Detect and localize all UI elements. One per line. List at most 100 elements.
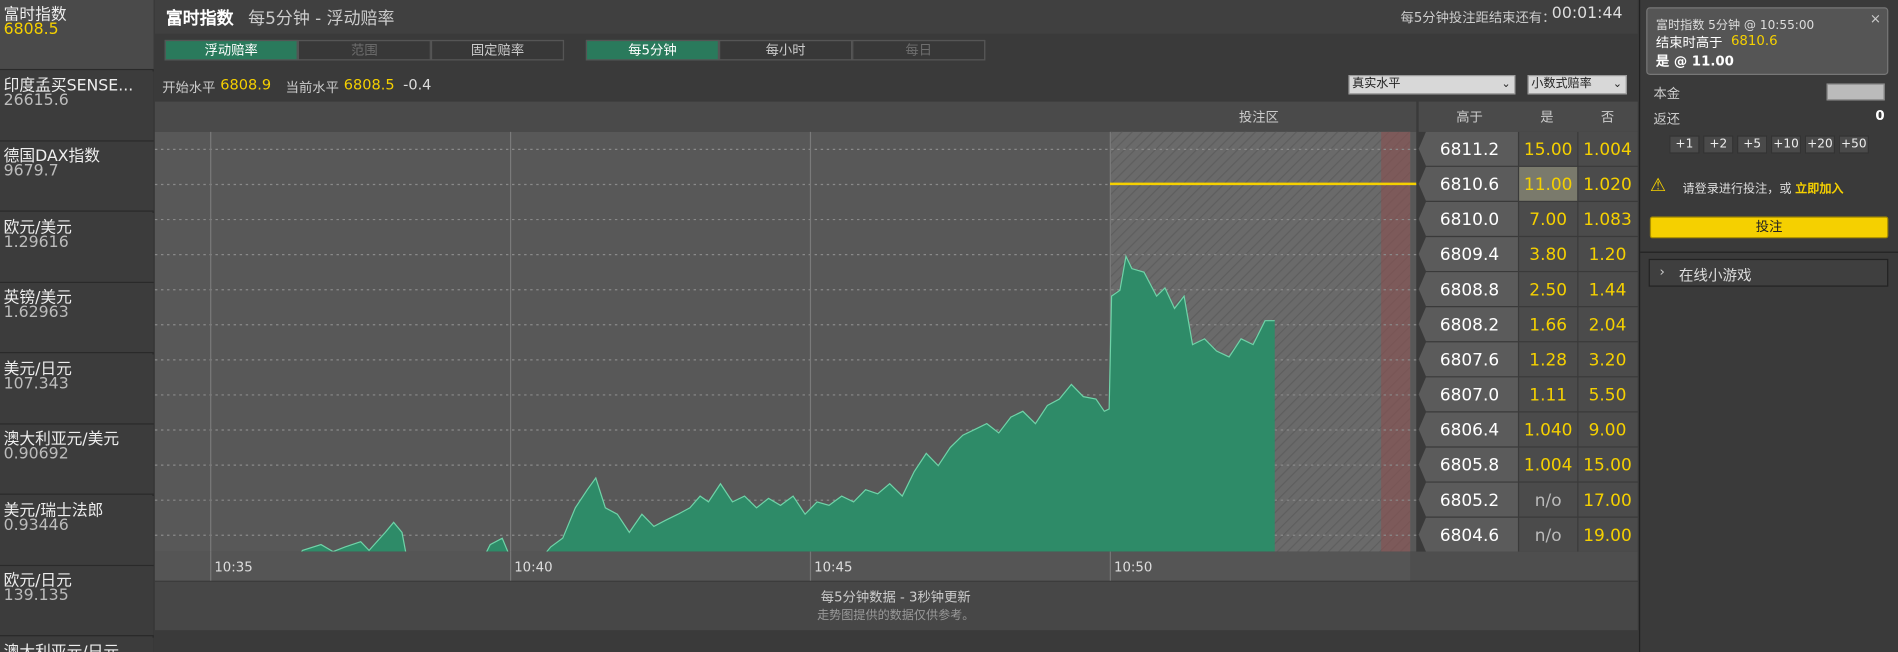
level: 6810.0 — [1440, 209, 1499, 229]
no-odds: 1.083 — [1583, 209, 1632, 229]
sidebar-item[interactable]: 澳大利亚元/日元 — [0, 636, 154, 652]
bet-slip: 富时指数 5分钟 @ 10:55:00 × 结束时高于 6810.6 是 @ 11.00 — [1646, 7, 1889, 75]
yes-cell[interactable] — [1519, 272, 1578, 307]
stake-button[interactable]: +2 — [1703, 135, 1734, 154]
tab[interactable]: 每小时 — [719, 39, 853, 61]
stake-label: 本金 — [1653, 85, 1681, 102]
yes-cell[interactable] — [1519, 131, 1578, 166]
no-cell[interactable] — [1578, 166, 1638, 201]
no-cell[interactable] — [1578, 202, 1638, 236]
return-value: 0 — [1875, 107, 1885, 124]
item-value: 6808.5 — [3, 20, 59, 39]
sidebar-item[interactable]: 澳大利亚元/美元 0.90692 — [0, 424, 154, 495]
stake-button[interactable]: +5 — [1737, 135, 1768, 154]
tab: 范围 — [297, 39, 431, 61]
no-odds: 1.44 — [1589, 279, 1627, 299]
games-arrow: › — [1659, 263, 1665, 280]
place-bet[interactable]: 投注 — [1649, 216, 1889, 239]
no-odds: 19.00 — [1583, 525, 1632, 545]
item-value: 139.135 — [3, 586, 69, 605]
no-cell[interactable] — [1578, 272, 1638, 307]
level: 6811.2 — [1440, 139, 1499, 159]
countdown-label: 每5分钟投注距结束还有： — [1400, 9, 1556, 26]
start-label: 开始水平 — [162, 79, 216, 96]
yes-odds: 15.00 — [1524, 139, 1573, 159]
slip-selection: 是 @ 11.00 — [1655, 53, 1734, 69]
subtitle: 每5分钟 - 浮动赔率 — [248, 9, 395, 30]
no-odds: 17.00 — [1583, 490, 1632, 510]
yes-cell[interactable] — [1519, 237, 1578, 271]
item-value: 9679.7 — [3, 162, 59, 181]
x-tick-label: 10:35 — [214, 560, 252, 575]
yes-odds: 11.00 — [1524, 174, 1573, 194]
no-odds: 1.004 — [1583, 139, 1632, 159]
level: 6805.2 — [1440, 490, 1499, 510]
yes-cell[interactable] — [1519, 412, 1578, 447]
tab[interactable]: 固定赔率 — [430, 39, 565, 61]
level-cell — [1418, 377, 1518, 412]
games-label: 在线小游戏 — [1678, 267, 1752, 285]
no-odds: 1.20 — [1589, 244, 1627, 264]
stake-button[interactable]: +50 — [1838, 135, 1869, 154]
sidebar-item[interactable]: 德国DAX指数 9679.7 — [0, 141, 154, 212]
yes-cell[interactable] — [1519, 202, 1578, 236]
header-bar — [154, 0, 1638, 34]
item-name: 美元/瑞士法郎 — [3, 501, 104, 520]
no-odds: 5.50 — [1589, 385, 1627, 405]
level-cell — [1418, 237, 1518, 271]
yes-cell[interactable] — [1519, 307, 1578, 342]
sidebar-item[interactable]: 富时指数 6808.5 — [0, 0, 154, 71]
stake-input[interactable] — [1826, 83, 1885, 101]
level-cell — [1418, 342, 1518, 377]
sidebar-item[interactable]: 美元/瑞士法郎 0.93446 — [0, 495, 154, 566]
warning-icon: ⚠ — [1649, 174, 1667, 196]
no-cell[interactable] — [1578, 447, 1638, 482]
current-value: 6808.5 — [343, 76, 395, 94]
stake-button[interactable]: +1 — [1669, 135, 1700, 154]
item-name: 富时指数 — [3, 6, 67, 25]
yes-odds: 7.00 — [1529, 209, 1567, 229]
stake-button[interactable]: +10 — [1770, 135, 1802, 154]
no-cell[interactable] — [1578, 377, 1638, 412]
current-label: 当前水平 — [285, 79, 339, 96]
no-cell[interactable] — [1578, 517, 1638, 552]
stake-button[interactable]: +20 — [1804, 135, 1836, 154]
no-odds: 2.04 — [1589, 314, 1627, 334]
select[interactable]: 小数式赔率 ⌄ — [1527, 74, 1627, 95]
games-box[interactable]: › 在线小游戏 — [1648, 258, 1889, 287]
level: 6807.6 — [1440, 349, 1499, 369]
sidebar-item[interactable]: 欧元/美元 1.29616 — [0, 212, 154, 283]
footer — [154, 581, 1638, 631]
tab[interactable]: 每5分钟 — [585, 39, 720, 61]
no-cell[interactable] — [1578, 237, 1638, 271]
yes-cell[interactable] — [1519, 482, 1578, 517]
yes-cell[interactable] — [1519, 166, 1578, 201]
no-cell[interactable] — [1578, 412, 1638, 447]
slip-close[interactable]: × — [1869, 10, 1882, 27]
item-value: 1.62963 — [3, 303, 69, 322]
sidebar-item[interactable]: 美元/日元 107.343 — [0, 353, 154, 424]
yes-odds: 1.66 — [1529, 314, 1567, 334]
select-arrow: ⌄ — [1501, 78, 1511, 91]
no-cell[interactable] — [1578, 482, 1638, 517]
sidebar-item[interactable]: 印度孟买SENSE... 26615.6 — [0, 70, 154, 141]
no-cell[interactable] — [1578, 131, 1638, 166]
yes-cell[interactable] — [1519, 517, 1578, 552]
join-link[interactable]: 立即加入 — [1795, 182, 1844, 196]
tab[interactable]: 浮动赔率 — [164, 39, 298, 61]
slip-level: 6810.6 — [1730, 32, 1778, 49]
yes-cell[interactable] — [1519, 447, 1578, 482]
yes-cell[interactable] — [1519, 377, 1578, 412]
select[interactable]: 真实水平 ⌄ — [1348, 74, 1516, 95]
no-cell[interactable] — [1578, 342, 1638, 377]
no-cell[interactable] — [1578, 307, 1638, 342]
x-axis-band-plot — [154, 551, 1411, 581]
item-value: 107.343 — [3, 374, 69, 393]
tab: 每日 — [852, 39, 986, 61]
yes-cell[interactable] — [1519, 342, 1578, 377]
yes-odds: 1.004 — [1524, 455, 1573, 475]
sidebar-item[interactable]: 英镑/美元 1.62963 — [0, 283, 154, 354]
level-cell — [1418, 517, 1518, 552]
sidebar-item[interactable]: 欧元/日元 139.135 — [0, 566, 154, 637]
